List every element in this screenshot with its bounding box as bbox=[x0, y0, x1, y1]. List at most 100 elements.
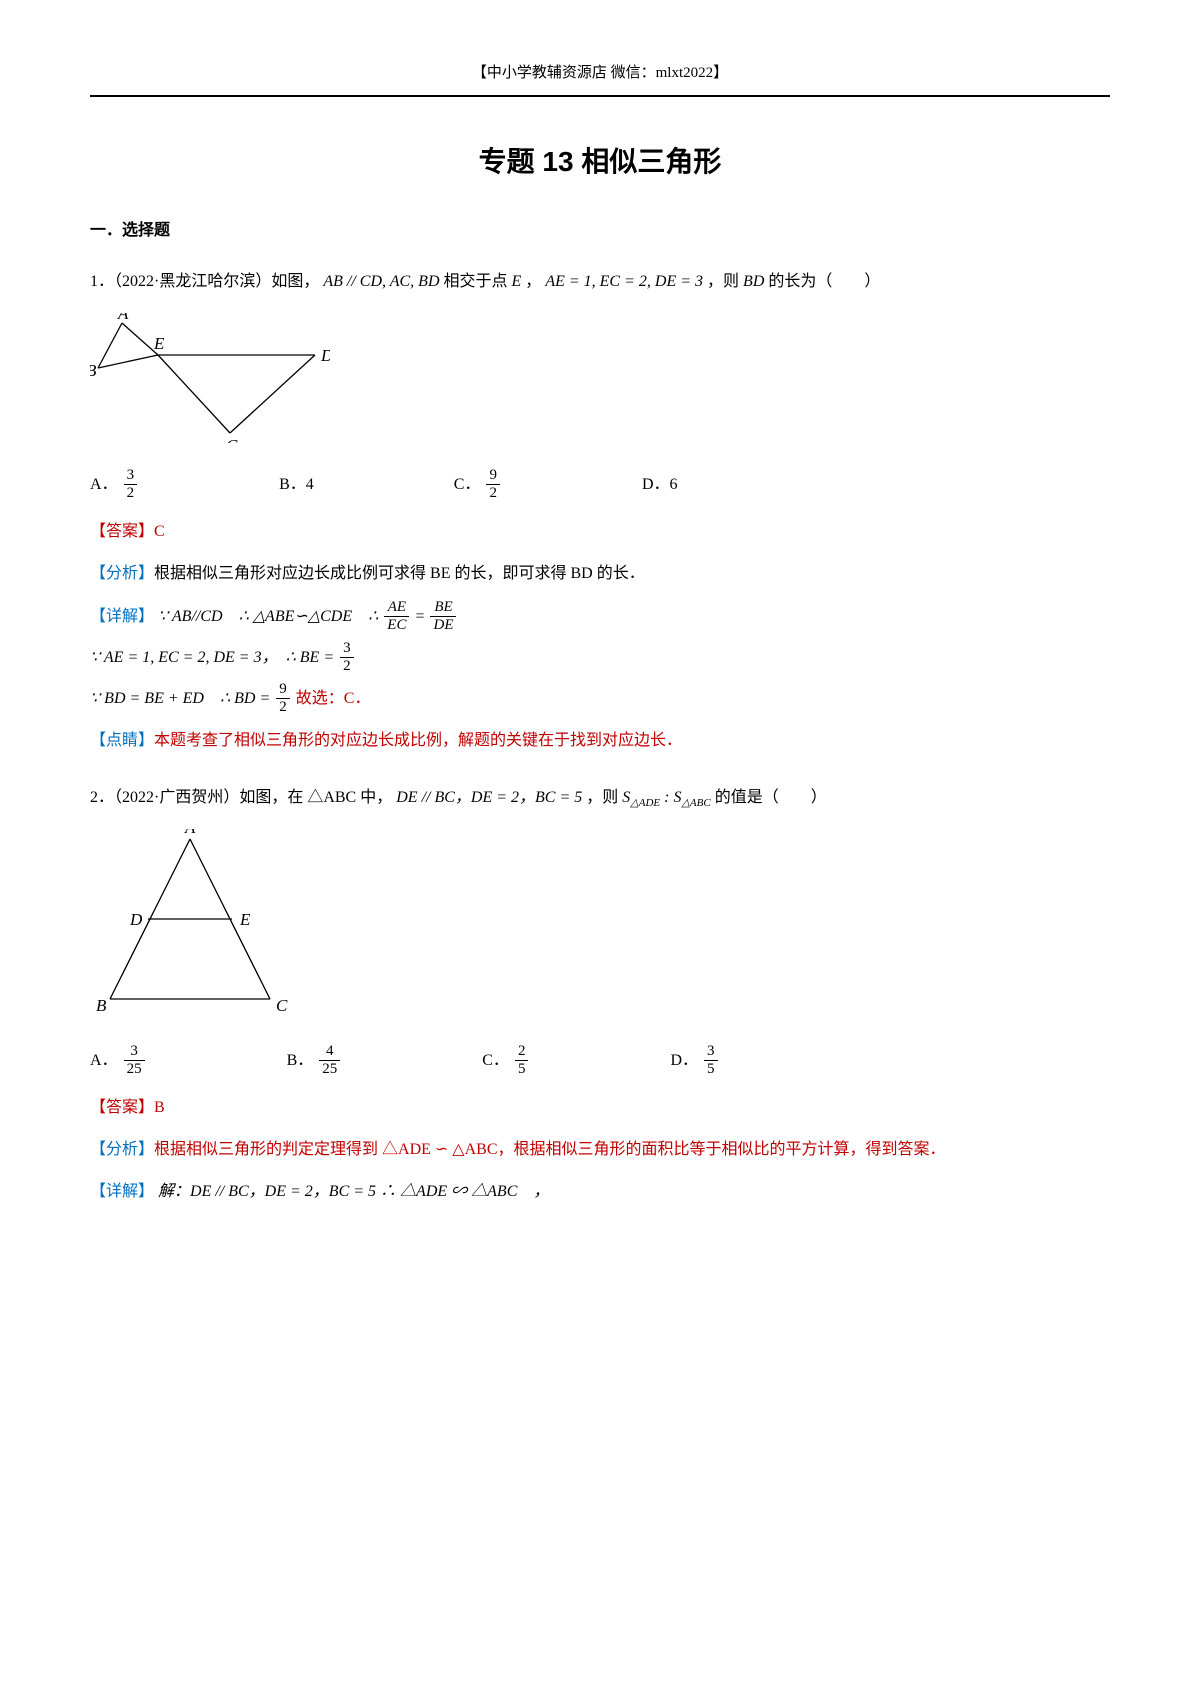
q2-optD: D． 3 5 bbox=[670, 1044, 719, 1077]
svg-text:E: E bbox=[239, 910, 251, 929]
optA-frac: 3 2 bbox=[124, 468, 138, 501]
q2-optB-frac: 4 25 bbox=[319, 1044, 340, 1077]
q1-prefix: 1．（2022·黑龙江哈尔滨）如图， bbox=[90, 273, 319, 290]
q1-text: 1．（2022·黑龙江哈尔滨）如图， AB // CD, AC, BD 相交于点… bbox=[90, 266, 1110, 298]
optC-label: C． bbox=[454, 469, 481, 501]
optC-den: 2 bbox=[486, 484, 500, 501]
q2-optC-num: 2 bbox=[515, 1044, 529, 1060]
q1-tail2: 的长为（ ） bbox=[768, 273, 880, 290]
frac-be-de: BE DE bbox=[430, 600, 456, 633]
q1-mid2: ， bbox=[525, 273, 541, 290]
q1-detail3: ∵ BD = BE + ED ∴ BD = 9 2 故选：C． bbox=[90, 682, 1110, 715]
q2-optB-num: 4 bbox=[323, 1044, 337, 1060]
d1a: ∵ AB//CD ∴ △ABE∽△CDE ∴ bbox=[158, 601, 378, 633]
q1-given: AE = 1, EC = 2, DE = 3 bbox=[545, 273, 703, 290]
q2-optD-frac: 3 5 bbox=[704, 1044, 718, 1077]
q1-answer: 【答案】C bbox=[90, 516, 1110, 548]
q2-optC-frac: 2 5 bbox=[515, 1044, 529, 1077]
eq-sign: = bbox=[415, 601, 424, 633]
q1-conclusion: 【点睛】本题考查了相似三角形的对应边长成比例，解题的关键在于找到对应边长． bbox=[90, 725, 1110, 757]
q2-optB: B． 4 25 bbox=[287, 1044, 343, 1077]
q2-optD-den: 5 bbox=[704, 1060, 718, 1077]
q2-mid: DE // BC，DE = 2，BC = 5 bbox=[396, 789, 582, 806]
q2-optA-frac: 3 25 bbox=[124, 1044, 145, 1077]
q1-tail: ，则 bbox=[707, 273, 743, 290]
section-heading: 一．选择题 bbox=[90, 217, 1110, 246]
question-1: 1．（2022·黑龙江哈尔滨）如图， AB // CD, AC, BD 相交于点… bbox=[90, 266, 1110, 757]
optA-label: A． bbox=[90, 469, 118, 501]
svg-text:D: D bbox=[320, 346, 330, 365]
q2-options: A． 3 25 B． 4 25 C． 2 5 D． 3 5 bbox=[90, 1044, 1110, 1077]
q2-optA-label: A． bbox=[90, 1045, 118, 1077]
q2-detail-body: 解：DE // BC，DE = 2，BC = 5 ∴ △ADE ∽ △ABC ， bbox=[158, 1183, 549, 1200]
num-ae: AE bbox=[385, 600, 409, 616]
sub2: △ABC bbox=[681, 797, 710, 809]
concl-body: 本题考查了相似三角形的对应边长成比例，解题的关键在于找到对应边长． bbox=[154, 732, 682, 749]
page-header: 【中小学教辅资源店 微信：mlxt2022】 bbox=[90, 60, 1110, 97]
q1-BD: BD bbox=[743, 273, 764, 290]
q2-optA-den: 25 bbox=[124, 1060, 145, 1077]
den-ec: EC bbox=[384, 616, 409, 633]
optA-den: 2 bbox=[124, 484, 138, 501]
q1-pointE: E bbox=[512, 273, 522, 290]
d2: ∵ AE = 1, EC = 2, DE = 3， ∴ BE = bbox=[90, 642, 334, 674]
question-2: 2．（2022·广西贺州）如图，在 △ABC 中， DE // BC，DE = … bbox=[90, 782, 1110, 1208]
q2-optD-label: D． bbox=[670, 1045, 698, 1077]
svg-text:C: C bbox=[276, 996, 288, 1015]
q2-tail2: 的值是（ ） bbox=[715, 789, 827, 806]
num-be: BE bbox=[431, 600, 455, 616]
q1-figure: A B E D C bbox=[90, 313, 1110, 443]
q1-optC: C． 9 2 bbox=[454, 468, 502, 501]
svg-text:A: A bbox=[117, 313, 129, 323]
q2-figure: ABCDE bbox=[90, 829, 1110, 1019]
page-title: 专题 13 相似三角形 bbox=[90, 137, 1110, 187]
d2-den: 2 bbox=[340, 657, 354, 674]
svg-text:B: B bbox=[96, 996, 107, 1015]
sub1: △ADE bbox=[630, 797, 660, 809]
concl-label: 【点睛】 bbox=[90, 732, 154, 749]
q2-prefix: 2．（2022·广西贺州）如图，在 △ABC 中， bbox=[90, 789, 392, 806]
den-de: DE bbox=[430, 616, 456, 633]
q1-optD: D．6 bbox=[642, 469, 678, 501]
q2-optA-num: 3 bbox=[127, 1044, 141, 1060]
q2-detail-label: 【详解】 bbox=[90, 1183, 154, 1200]
analysis-body: 根据相似三角形对应边长成比例可求得 BE 的长，即可求得 BD 的长． bbox=[154, 565, 645, 582]
d3-frac: 9 2 bbox=[276, 682, 290, 715]
d3-den: 2 bbox=[276, 698, 290, 715]
d3b: 故选：C． bbox=[296, 683, 371, 715]
colon: : bbox=[660, 789, 673, 806]
d3-num: 9 bbox=[276, 682, 290, 698]
svg-text:E: E bbox=[153, 334, 165, 353]
q2-optA: A． 3 25 bbox=[90, 1044, 147, 1077]
analysis-label: 【分析】 bbox=[90, 565, 154, 582]
frac-ae-ec: AE EC bbox=[384, 600, 409, 633]
q2-optB-label: B． bbox=[287, 1045, 314, 1077]
q2-text: 2．（2022·广西贺州）如图，在 △ABC 中， DE // BC，DE = … bbox=[90, 782, 1110, 814]
q2-optB-den: 25 bbox=[319, 1060, 340, 1077]
q2-optD-num: 3 bbox=[704, 1044, 718, 1060]
q1-mid1: 相交于点 bbox=[444, 273, 512, 290]
q1-optB: B．4 bbox=[279, 469, 314, 501]
q1-options: A． 3 2 B．4 C． 9 2 D．6 bbox=[90, 468, 1110, 501]
detail-label: 【详解】 bbox=[90, 601, 154, 633]
q1-math1: AB // CD, AC, BD bbox=[323, 273, 439, 290]
optC-frac: 9 2 bbox=[486, 468, 500, 501]
q1-optA: A． 3 2 bbox=[90, 468, 139, 501]
q2-detail: 【详解】 解：DE // BC，DE = 2，BC = 5 ∴ △ADE ∽ △… bbox=[90, 1176, 1110, 1208]
optA-num: 3 bbox=[124, 468, 138, 484]
d3a: ∵ BD = BE + ED ∴ BD = bbox=[90, 683, 270, 715]
q1-detail2: ∵ AE = 1, EC = 2, DE = 3， ∴ BE = 3 2 bbox=[90, 641, 1110, 674]
q1-detail1: 【详解】 ∵ AB//CD ∴ △ABE∽△CDE ∴ AE EC = BE D… bbox=[90, 600, 1110, 633]
q2-analysis-body: 根据相似三角形的判定定理得到 △ADE ∽ △ABC，根据相似三角形的面积比等于… bbox=[154, 1141, 946, 1158]
q2-analysis-label: 【分析】 bbox=[90, 1141, 154, 1158]
q2-tail1: ，则 bbox=[586, 789, 622, 806]
q2-optC-den: 5 bbox=[515, 1060, 529, 1077]
optC-num: 9 bbox=[486, 468, 500, 484]
q2-answer: 【答案】B bbox=[90, 1092, 1110, 1124]
svg-text:C: C bbox=[226, 436, 238, 443]
svg-text:B: B bbox=[90, 361, 97, 380]
q1-svg: A B E D C bbox=[90, 313, 330, 443]
q2-ratio: S△ADE : S△ABC bbox=[622, 789, 714, 806]
svg-text:D: D bbox=[129, 910, 143, 929]
q2-optC-label: C． bbox=[482, 1045, 509, 1077]
